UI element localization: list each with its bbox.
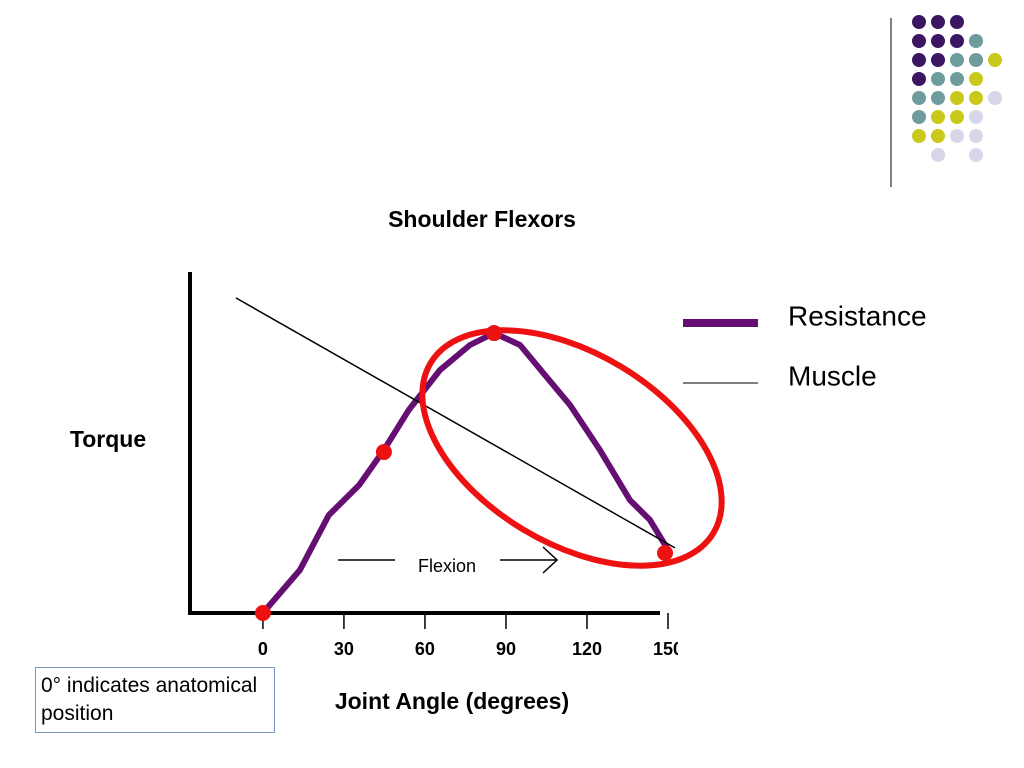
- dot: [912, 129, 926, 143]
- x-tick-label: 120: [572, 639, 602, 659]
- chart-title: Shoulder Flexors: [388, 206, 576, 232]
- dot: [931, 72, 945, 86]
- dot: [950, 72, 964, 86]
- dot: [931, 34, 945, 48]
- legend: Resistance Muscle: [683, 300, 927, 391]
- dot: [912, 110, 926, 124]
- line: [235, 297, 676, 549]
- line: [260, 330, 670, 615]
- x-axis-label: Joint Angle (degrees): [335, 688, 569, 714]
- dot: [969, 34, 983, 48]
- point: [375, 444, 392, 461]
- dot: [912, 53, 926, 67]
- dot: [950, 53, 964, 67]
- dot: [931, 53, 945, 67]
- dot: [912, 15, 926, 29]
- x-tick-label: 60: [415, 639, 435, 659]
- dot-grid: [912, 15, 1002, 162]
- x-tick-label: 30: [334, 639, 354, 659]
- legend-label: Muscle: [788, 360, 877, 391]
- tick-labels: 0 30 60 90 120 150: [258, 639, 683, 659]
- dot: [931, 15, 945, 29]
- dot: [931, 91, 945, 105]
- dot: [969, 148, 983, 162]
- plot: 0 30 60 90 120 150: [235, 297, 683, 659]
- dot: [931, 110, 945, 124]
- dot: [950, 15, 964, 29]
- dot: [931, 148, 945, 162]
- dot: [969, 91, 983, 105]
- dot: [912, 72, 926, 86]
- dot: [950, 91, 964, 105]
- dot: [969, 110, 983, 124]
- decoration: [890, 15, 1002, 187]
- dot: [969, 72, 983, 86]
- x-tick-label: 150: [653, 639, 683, 659]
- dot: [988, 53, 1002, 67]
- point: [254, 605, 271, 621]
- dot: [950, 110, 964, 124]
- point: [657, 544, 674, 561]
- legend-label: Resistance: [788, 300, 927, 331]
- dot: [950, 129, 964, 143]
- dot: [912, 91, 926, 105]
- y-axis-label: Torque: [70, 426, 146, 452]
- note: 0° indicates anatomical position: [35, 667, 275, 733]
- dot: [950, 34, 964, 48]
- dot: [912, 34, 926, 48]
- x-tick-label: 0: [258, 639, 268, 659]
- x-tick-label: 90: [496, 639, 516, 659]
- highlight-ellipse: [419, 327, 725, 569]
- arrow-head: [500, 546, 559, 574]
- dot: [969, 53, 983, 67]
- annotation: Flexion: [418, 556, 476, 576]
- dot: [969, 129, 983, 143]
- dot: [931, 129, 945, 143]
- dot: [988, 91, 1002, 105]
